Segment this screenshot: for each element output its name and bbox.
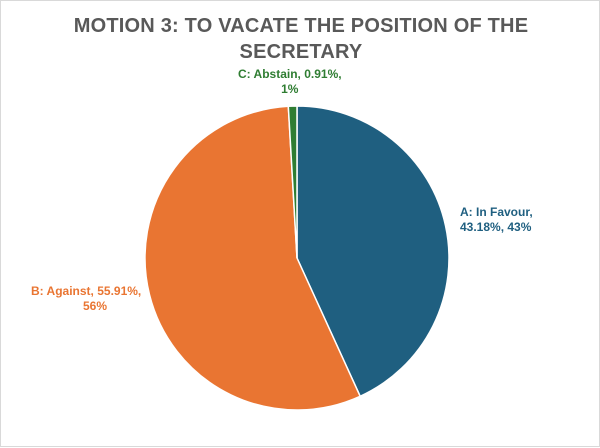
pie-slice-in-favour xyxy=(296,105,450,398)
slice-label-b-line-1: B: Against, 55.91%, xyxy=(31,284,142,298)
chart-title-line-2: SECRETARY xyxy=(239,41,363,63)
slice-label-a-line-2: 43.18%, 43% xyxy=(460,220,532,234)
chart-title: MOTION 3: TO VACATE THE POSITION OF THE … xyxy=(1,13,600,65)
slice-label-c: C: Abstain, 0.91%, 1% xyxy=(238,67,342,97)
slice-label-a: A: In Favour, 43.18%, 43% xyxy=(460,205,533,235)
slice-label-c-line-1: C: Abstain, 0.91%, xyxy=(238,67,342,81)
slice-label-a-line-1: A: In Favour, xyxy=(460,205,533,219)
pie-slice-abstain xyxy=(287,105,298,259)
pie-slice-against xyxy=(144,105,362,411)
slice-label-c-line-2: 1% xyxy=(281,82,299,96)
chart-title-line-1: MOTION 3: TO VACATE THE POSITION OF THE xyxy=(73,15,529,37)
slice-label-b-line-2: 56% xyxy=(83,299,108,313)
slice-label-b: B: Against, 55.91%, 56% xyxy=(31,284,141,314)
